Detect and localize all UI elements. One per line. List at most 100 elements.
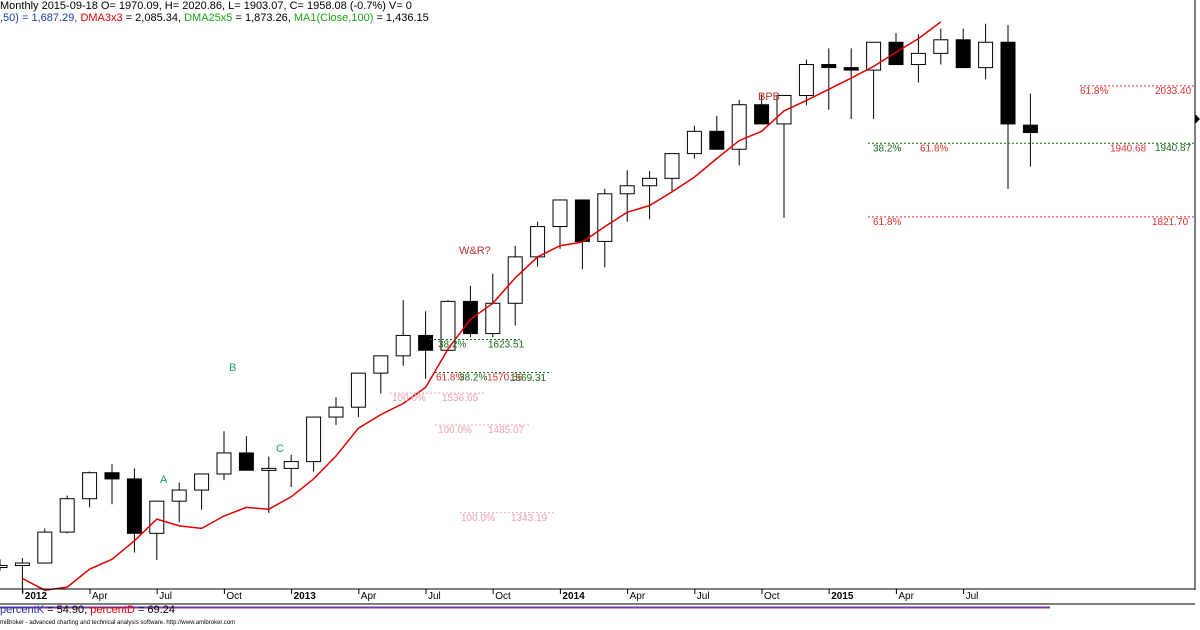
candle-4 <box>82 471 98 508</box>
candle-42 <box>933 28 949 65</box>
candle-body <box>552 199 568 228</box>
candle-3 <box>59 495 75 534</box>
candle-14 <box>306 416 322 472</box>
candle-38 <box>843 48 859 119</box>
fib-label-9: 1623.51 <box>488 339 525 350</box>
ohlc-summary: Monthly 2015-09-18 O= 1970.09, H= 2020.8… <box>0 0 412 12</box>
candle-body <box>574 199 590 242</box>
moving-average-layer <box>22 21 942 591</box>
candle-body <box>731 104 747 150</box>
candle-5 <box>104 464 120 505</box>
x-tick-label-13: Apr <box>898 591 914 602</box>
x-tick-label-4: 2013 <box>294 591 317 602</box>
candle-body <box>462 300 478 335</box>
candle-37 <box>821 48 837 110</box>
dma25x5-value: = 1,873.26, <box>235 12 291 24</box>
fib-label-10: 61.8% <box>436 373 464 384</box>
chart-title-line: Monthly 2015-09-18 O= 1970.09, H= 2020.8… <box>0 0 412 13</box>
fib-label-3: 61.8% <box>920 143 948 154</box>
percentk-value: = 54.90, <box>47 604 88 616</box>
fib-label-7: 1821.70 <box>1152 217 1189 228</box>
candle-36 <box>798 59 814 106</box>
price-marker-arrow <box>1195 114 1200 124</box>
wave-label-b: B <box>229 362 236 374</box>
ma1-value: = 1,436.15 <box>376 12 429 24</box>
candle-7 <box>149 500 165 560</box>
indicator-values-line: ,50) = 1,687.29, DMA3x3 = 2,085.34, DMA2… <box>0 12 429 25</box>
percentd-label: percentD <box>90 604 135 616</box>
x-tick-label-10: Jul <box>697 591 710 602</box>
candle-body <box>642 177 658 187</box>
candle-body <box>261 467 277 471</box>
candle-34 <box>754 94 770 125</box>
candle-45 <box>1000 24 1016 189</box>
candle-11 <box>238 436 254 471</box>
fib-label-5: 1940.87 <box>1155 143 1192 154</box>
candle-39 <box>866 41 882 119</box>
candle-body <box>0 564 8 568</box>
candles-layer <box>0 23 1038 593</box>
candle-body <box>888 41 904 66</box>
percentk-label: percentK <box>0 604 45 616</box>
fib-label-1: 2033.40 <box>1155 86 1192 97</box>
candle-body <box>1022 124 1038 134</box>
candle-9 <box>194 473 210 510</box>
candle-19 <box>418 311 434 379</box>
candle-body <box>978 41 994 69</box>
candle-body <box>328 406 344 418</box>
x-tick-label-7: Oct <box>495 591 511 602</box>
candle-25 <box>552 199 568 249</box>
dma25x5-label: DMA25x5 <box>184 12 233 24</box>
candle-body <box>485 302 501 335</box>
x-tick-label-5: Apr <box>361 591 377 602</box>
candle-body <box>843 67 859 71</box>
candle-8 <box>171 482 187 523</box>
fib-label-19: 1343.19 <box>511 513 548 524</box>
candle-body <box>373 355 389 374</box>
footer-credit: miBroker - advanced charting and technic… <box>0 620 236 626</box>
fib-label-13: 1569.31 <box>510 373 547 384</box>
candle-1 <box>14 558 30 593</box>
candle-body <box>395 334 411 357</box>
dma25x5-line <box>22 21 942 591</box>
candle-body <box>821 64 837 69</box>
candle-26 <box>574 199 590 270</box>
candle-22 <box>485 273 501 338</box>
wave-label-a: A <box>160 474 168 486</box>
candle-24 <box>530 221 546 267</box>
candle-13 <box>283 454 299 487</box>
ma1-label: MA1(Close,100) <box>293 12 374 24</box>
candle-43 <box>955 28 971 69</box>
candle-body <box>59 498 75 533</box>
x-tick-label-0: 2012 <box>25 591 48 602</box>
ma-value-label: ,50) = 1,687.29, <box>0 12 78 24</box>
fib-label-6: 61.8% <box>873 217 901 228</box>
candle-44 <box>978 23 994 80</box>
x-tick-label-6: Jul <box>428 591 441 602</box>
x-axis-layer: 2012 Apr Jul Oct 2013 Apr Jul Oct 2014 Apr Jul Oct 2… <box>22 589 979 602</box>
fib-label-18: 100.0% <box>461 513 495 524</box>
candle-46 <box>1022 93 1038 167</box>
candle-body <box>530 226 546 258</box>
candle-32 <box>709 115 725 150</box>
candle-body <box>798 64 814 96</box>
wave-label-c: C <box>276 443 284 455</box>
x-tick-label-14: Jul <box>966 591 979 602</box>
candle-30 <box>664 152 680 192</box>
candle-6 <box>126 468 142 553</box>
candle-body <box>238 452 254 471</box>
candle-body <box>194 473 210 491</box>
candle-16 <box>350 372 366 418</box>
candle-body <box>1000 41 1016 125</box>
candle-body <box>14 562 30 566</box>
candle-body <box>664 153 680 179</box>
fib-label-16: 100.0% <box>438 425 472 436</box>
candle-23 <box>507 245 523 326</box>
wr-annotation: W&R? <box>459 245 491 257</box>
candle-10 <box>216 431 232 481</box>
candle-body <box>933 39 949 54</box>
candle-body <box>709 130 725 150</box>
candle-33 <box>731 99 747 166</box>
